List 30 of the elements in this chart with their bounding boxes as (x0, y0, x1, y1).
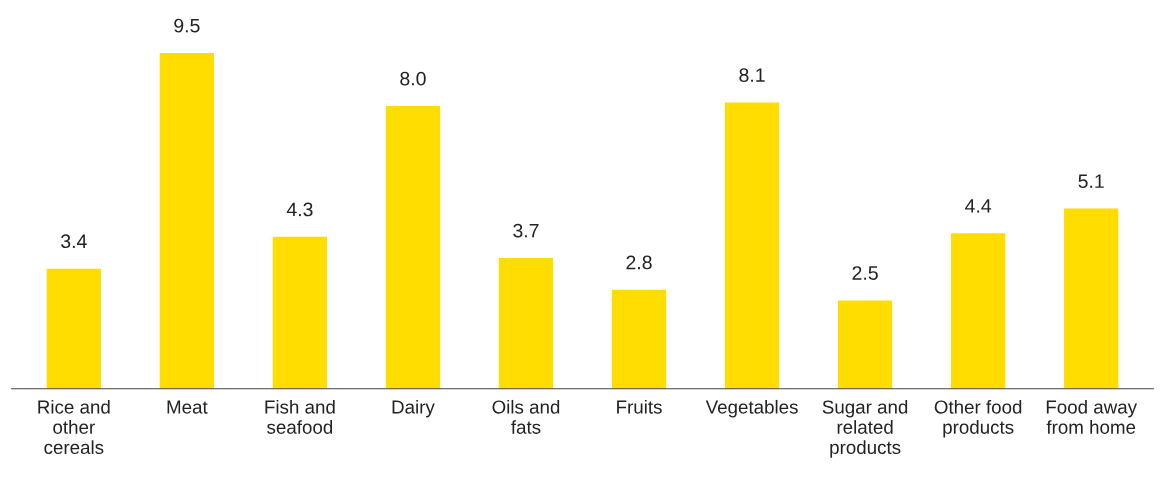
data-label: 3.7 (513, 223, 539, 238)
x-tick-label: Oils and fats (492, 399, 560, 434)
x-tick-label: Dairy (392, 399, 435, 418)
bar (272, 236, 328, 389)
bar (498, 258, 554, 389)
bar (611, 289, 667, 389)
data-label: 4.3 (286, 202, 313, 217)
bar (159, 53, 214, 389)
data-label: 8.1 (739, 68, 765, 82)
x-tick-label: Meat (167, 400, 208, 414)
x-tick-label: Rice and other cereals (38, 399, 110, 455)
bar (1064, 208, 1119, 389)
bar (951, 233, 1006, 389)
x-tick-label: Food away from home (1046, 399, 1138, 434)
data-label: 2.8 (626, 255, 652, 270)
data-label: 4.4 (965, 199, 992, 213)
bar (724, 102, 780, 389)
bar (46, 268, 101, 389)
data-label: 5.1 (1078, 174, 1104, 189)
bar (385, 106, 441, 389)
x-tick-label: Vegetables (705, 399, 798, 418)
bar (837, 300, 893, 389)
data-label: 3.4 (61, 234, 87, 249)
data-label: 8.0 (400, 71, 426, 86)
x-tick-label: Fish and seafood (265, 399, 335, 434)
data-label: 2.5 (852, 266, 878, 280)
x-tick-label: Other food products (934, 399, 1022, 438)
data-label: 9.5 (174, 18, 200, 33)
x-tick-label: Sugar and related products (822, 399, 908, 458)
x-tick-label: Fruits (617, 399, 662, 414)
